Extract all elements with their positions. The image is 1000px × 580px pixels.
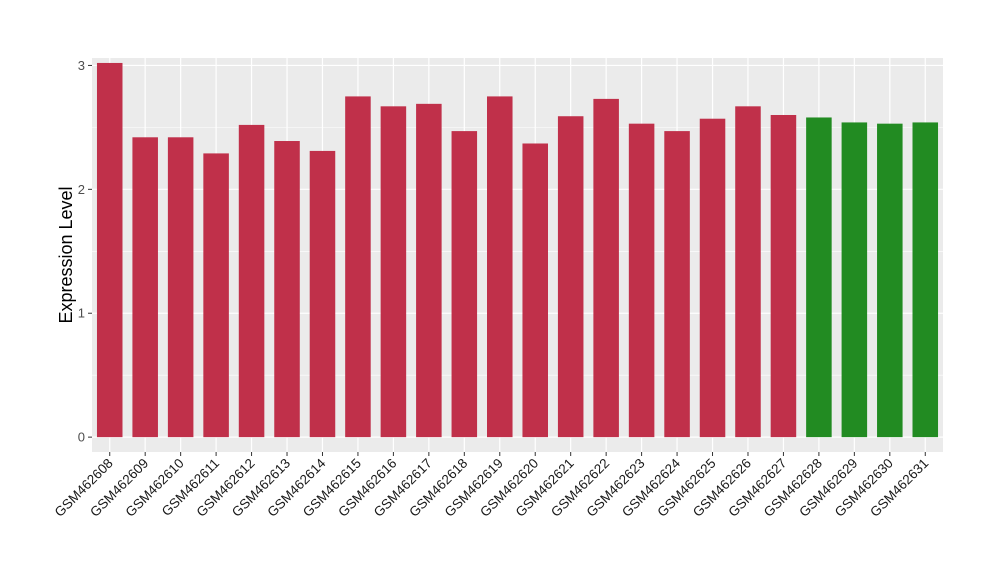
plot-panel [92,58,943,452]
bar-GSM462611 [203,153,229,438]
bar-GSM462617 [416,103,442,438]
bar-GSM462612 [238,124,265,438]
bar-GSM462630 [877,123,903,438]
bars [96,62,939,438]
bar-GSM462619 [487,96,513,438]
bar-GSM462621 [557,116,584,438]
bar-GSM462613 [274,141,300,438]
bar-GSM462609 [132,137,158,438]
x-axis: GSM462608GSM462609GSM462610GSM462611GSM4… [52,452,931,520]
bar-GSM462620 [522,143,548,438]
y-tick-label: 3 [78,58,85,73]
bar-GSM462610 [167,137,194,438]
bar-GSM462624 [664,131,690,438]
bar-GSM462628 [806,117,832,438]
y-axis: 0 1 2 3 [78,58,92,445]
bar-GSM462631 [912,122,939,438]
y-tick-label: 0 [78,430,85,445]
bar-GSM462629 [841,122,868,438]
y-tick-label: 2 [78,182,85,197]
bar-GSM462608 [96,62,123,438]
bar-GSM462626 [735,106,761,438]
bar-GSM462618 [451,131,478,438]
bar-GSM462627 [770,114,797,438]
bar-GSM462614 [309,150,336,438]
bar-GSM462625 [699,118,726,438]
bar-GSM462616 [380,106,407,438]
y-axis-title: Expression Level [56,186,76,323]
bar-GSM462622 [593,98,619,438]
bar-GSM462623 [628,123,655,438]
bar-GSM462615 [345,96,371,438]
y-tick-label: 1 [78,306,85,321]
